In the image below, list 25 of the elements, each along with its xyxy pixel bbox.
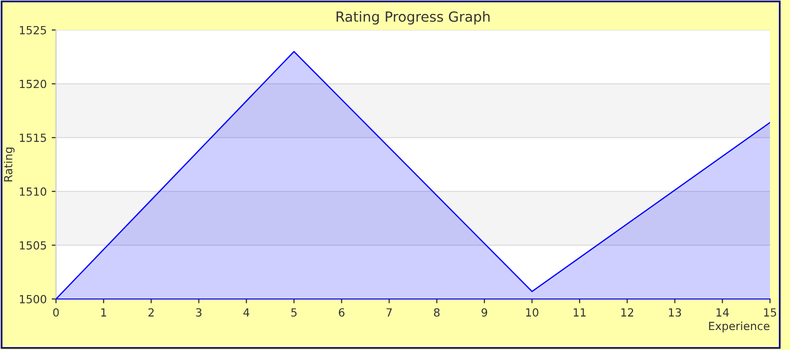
y-tick-label: 1520 [20, 80, 46, 88]
y-tick-label: 1515 [20, 134, 46, 142]
x-tick-label: 8 [434, 308, 440, 317]
x-tick-label: 5 [291, 308, 297, 317]
x-tick-label: 4 [243, 308, 250, 316]
y-tick-label: 1500 [20, 294, 46, 304]
x-tick-label: 12 [621, 308, 634, 316]
y-tick-label: 1510 [20, 187, 46, 196]
x-tick-label: 6 [338, 308, 344, 317]
x-tick-label: 2 [148, 308, 154, 316]
y-tick-label: 1525 [20, 26, 46, 34]
x-tick-label: 11 [574, 308, 586, 316]
x-tick-label: 9 [482, 308, 488, 317]
x-tick-label: 14 [716, 308, 729, 316]
x-axis-title: Experience [709, 322, 770, 332]
chart-title: Rating Progress Graph [336, 11, 490, 25]
x-tick-label: 10 [526, 308, 538, 317]
y-axis-title: Rating [4, 148, 15, 182]
y-tick-label: 1505 [20, 241, 46, 250]
x-tick-label: 7 [386, 308, 392, 316]
x-tick-label: 13 [668, 308, 681, 317]
x-tick-label: 0 [53, 308, 59, 317]
x-tick-label: 3 [196, 308, 202, 317]
x-tick-label: 1 [101, 308, 106, 316]
x-tick-label: 15 [764, 308, 776, 317]
